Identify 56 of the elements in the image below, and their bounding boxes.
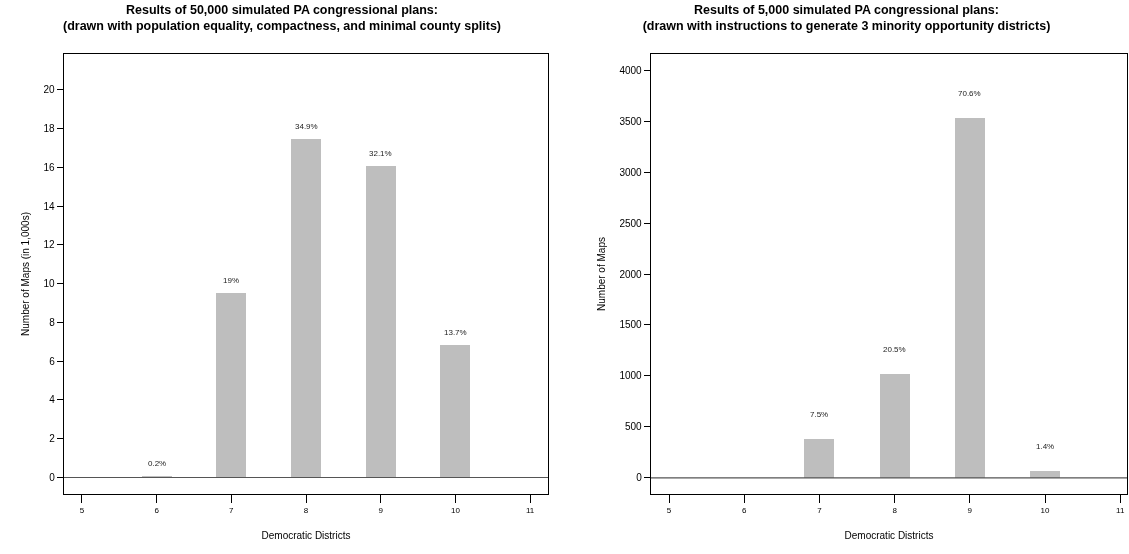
x-tick-label: 11 [525, 505, 535, 515]
y-tick-label: 6 [49, 355, 56, 367]
bar [291, 139, 321, 478]
annotation: 0.2% [148, 459, 167, 468]
x-axis-title: Democratic Districts [261, 530, 351, 542]
y-tick-label: 0 [636, 472, 643, 484]
y-tick-label: 4000 [619, 64, 643, 76]
x-tick-label: 5 [79, 505, 85, 515]
bar [954, 118, 985, 478]
y-tick-label: 10 [43, 278, 56, 290]
bar [440, 344, 471, 478]
x-tick-label: 10 [450, 505, 461, 515]
annotation: 32.1% [369, 149, 392, 158]
annotation: 1.4% [1036, 442, 1055, 451]
y-tick-label: 4 [49, 394, 56, 406]
y-tick-label: 12 [43, 239, 56, 251]
y-axis-title: Number of Maps [595, 237, 607, 311]
x-tick-label: 7 [229, 505, 235, 515]
y-tick-label: 2 [49, 433, 56, 445]
chart-title: Results of 50,000 simulated PA congressional plans: (drawn with population equality, compactness, and minimal county splits) [62, 2, 502, 34]
x-tick-label: 10 [1040, 505, 1051, 515]
annotation: 34.9% [295, 122, 318, 131]
y-tick-label: 0 [49, 472, 56, 484]
x-tick-label: 8 [892, 505, 898, 515]
x-tick-label: 9 [378, 505, 384, 515]
y-tick-label: 2000 [619, 268, 643, 280]
x-tick-label: 7 [817, 505, 823, 515]
annotation: 7.5% [810, 410, 829, 419]
annotation: 13.7% [444, 328, 467, 337]
x-tick-label: 6 [154, 505, 160, 515]
bar [879, 373, 910, 478]
bar [365, 166, 396, 478]
x-tick-label: 11 [1116, 505, 1125, 515]
annotation: 70.6% [958, 89, 981, 98]
bar [216, 293, 247, 478]
y-tick-label: 14 [43, 200, 56, 212]
annotation: 19% [223, 276, 240, 285]
y-tick-label: 500 [625, 421, 643, 433]
y-tick-label: 18 [43, 122, 56, 134]
chart-title: Results of 5,000 simulated PA congressional plans: (drawn with instructions to generate 3 minority opportunity districts) [642, 2, 1051, 34]
y-tick-label: 3500 [619, 115, 643, 127]
x-tick-label: 6 [742, 505, 748, 515]
annotation: 20.5% [883, 345, 906, 354]
y-tick-label: 8 [49, 316, 56, 328]
x-tick-label: 9 [967, 505, 973, 515]
y-tick-label: 3000 [619, 166, 643, 178]
y-tick-label: 1000 [619, 370, 643, 382]
bar [804, 439, 835, 478]
y-tick-label: 1500 [619, 319, 643, 331]
y-tick-label: 2500 [619, 217, 643, 229]
x-axis-title: Democratic Districts [844, 530, 934, 542]
x-tick-label: 8 [303, 505, 309, 515]
y-tick-label: 20 [43, 84, 56, 96]
y-axis-title: Number of Maps (in 1,000s) [19, 212, 31, 336]
x-tick-label: 5 [666, 505, 672, 515]
y-tick-label: 16 [43, 161, 56, 173]
